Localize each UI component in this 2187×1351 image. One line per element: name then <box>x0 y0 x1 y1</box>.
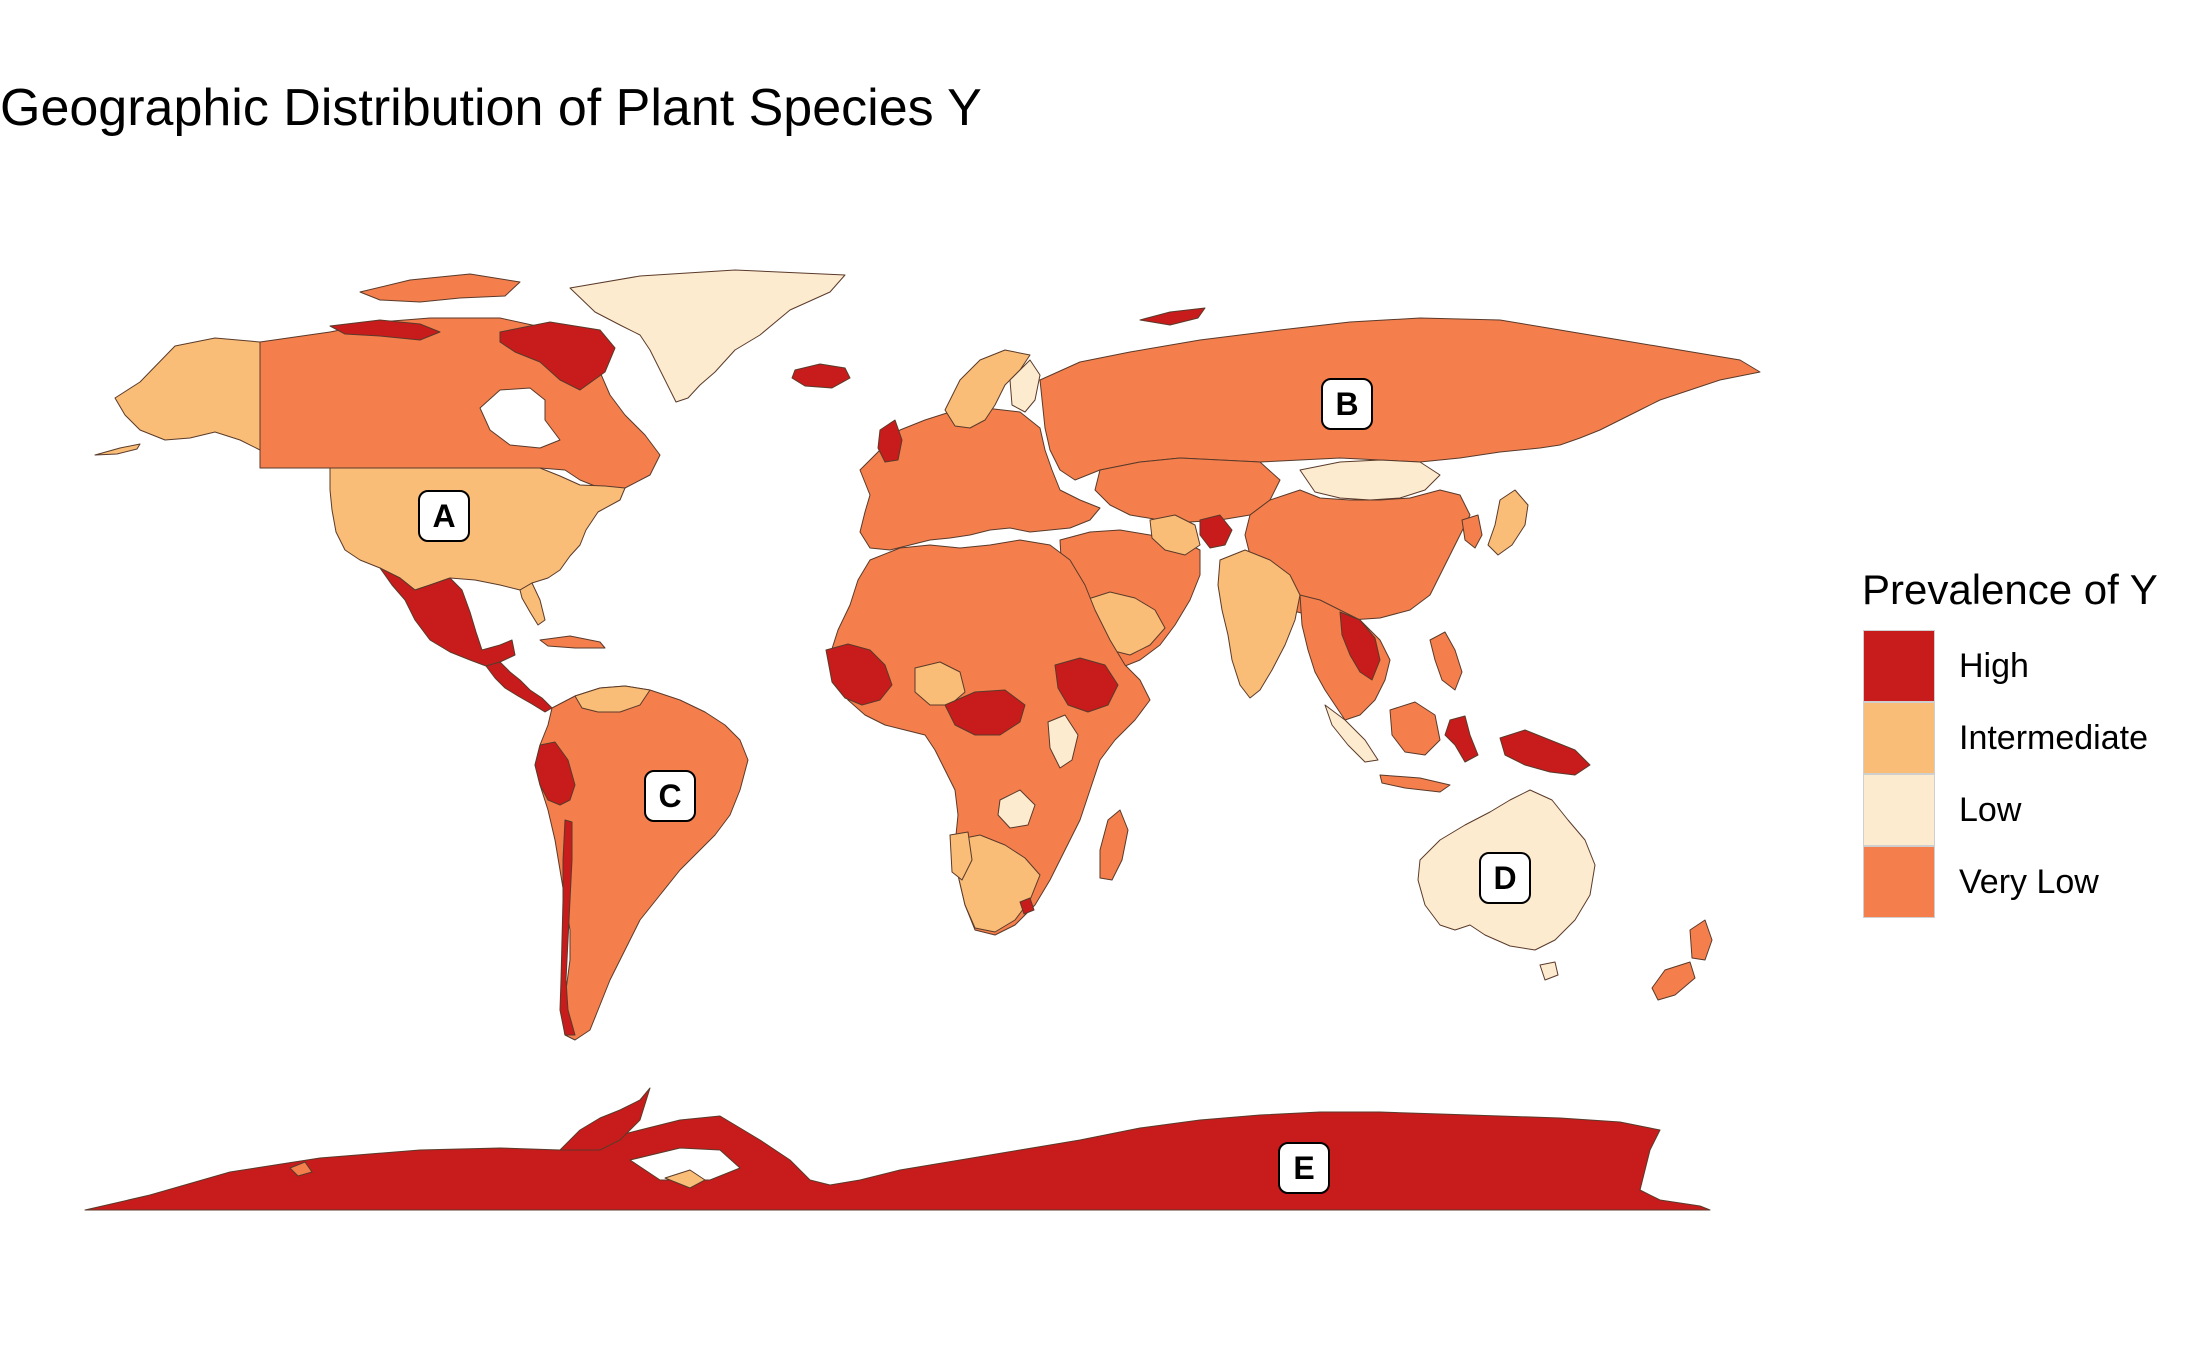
legend-item-intermediate: Intermediate <box>1863 702 2148 774</box>
canada-arctic-island-2 <box>499 321 616 391</box>
central-america <box>485 661 553 713</box>
iceland <box>791 363 851 389</box>
legend-swatch-high <box>1863 630 1935 702</box>
russia <box>1039 317 1761 481</box>
sumatra <box>1324 704 1379 763</box>
ice-shelf-2 <box>664 1169 706 1189</box>
peru <box>534 741 576 806</box>
legend-swatch-intermediate <box>1863 702 1935 774</box>
greenland <box>569 269 846 403</box>
philippines <box>1429 631 1463 691</box>
region-label-b: B <box>1321 378 1373 430</box>
laos-vietnam <box>1339 611 1381 681</box>
region-label-d: D <box>1479 852 1531 904</box>
hudson-bay <box>479 387 561 449</box>
venezuela <box>574 685 651 713</box>
iran <box>1149 514 1201 556</box>
antarctic-peninsula <box>559 1087 651 1151</box>
southeast-asia <box>1299 594 1391 721</box>
legend-label-high: High <box>1959 646 2029 685</box>
afghanistan <box>1199 514 1233 549</box>
alaska <box>114 337 261 451</box>
canada-arctic-island-1 <box>329 319 441 341</box>
aleutians <box>94 443 141 456</box>
canada-arctic-island-3 <box>359 273 521 303</box>
tasmania <box>1539 961 1559 981</box>
west-africa-high <box>825 643 893 706</box>
small-island-1 <box>289 1161 313 1177</box>
new-zealand-north <box>1689 919 1713 961</box>
new-guinea <box>1499 729 1591 776</box>
finland <box>1009 359 1041 413</box>
legend-label-low: Low <box>1959 790 2022 829</box>
antarctica <box>84 1111 1711 1211</box>
chile <box>559 819 576 1036</box>
new-zealand-south <box>1651 961 1696 1001</box>
namibia-intermediate <box>949 831 973 881</box>
legend-item-high: High <box>1863 630 2029 702</box>
java <box>1379 774 1451 793</box>
page-title: Geographic Distribution of Plant Species… <box>0 79 982 137</box>
cuba <box>539 635 606 649</box>
uk <box>877 419 903 463</box>
korea <box>1461 514 1483 549</box>
mongolia <box>1299 459 1441 501</box>
japan <box>1487 489 1529 556</box>
zambia-low <box>997 789 1036 829</box>
india <box>1217 549 1301 699</box>
legend-label-very-low: Very Low <box>1959 862 2099 901</box>
legend-swatch-low <box>1863 774 1935 846</box>
central-asia <box>1094 457 1281 523</box>
madagascar <box>1099 809 1129 881</box>
africa <box>829 539 1151 936</box>
region-label-c: C <box>644 770 696 822</box>
legend-item-very-low: Very Low <box>1863 846 2099 918</box>
legend: Prevalence of Y High Intermediate Low Ve… <box>1862 566 2158 918</box>
legend-title: Prevalence of Y <box>1862 566 2158 613</box>
ice-shelf-1 <box>629 1147 741 1181</box>
novaya-zemlya <box>1139 307 1206 326</box>
legend-label-intermediate: Intermediate <box>1959 718 2148 757</box>
borneo <box>1389 701 1441 756</box>
lesotho-high <box>1019 897 1035 915</box>
somalia-low <box>1047 714 1079 769</box>
mexico <box>379 567 516 667</box>
nigeria <box>914 661 966 706</box>
legend-item-low: Low <box>1863 774 2021 846</box>
ethiopia <box>1054 657 1119 713</box>
florida <box>519 582 546 626</box>
sulawesi <box>1444 715 1479 763</box>
legend-swatch-very-low <box>1863 846 1935 918</box>
central-africa-high <box>944 689 1026 736</box>
usa <box>329 467 626 591</box>
region-label-a: A <box>418 490 470 542</box>
region-label-e: E <box>1278 1142 1330 1194</box>
